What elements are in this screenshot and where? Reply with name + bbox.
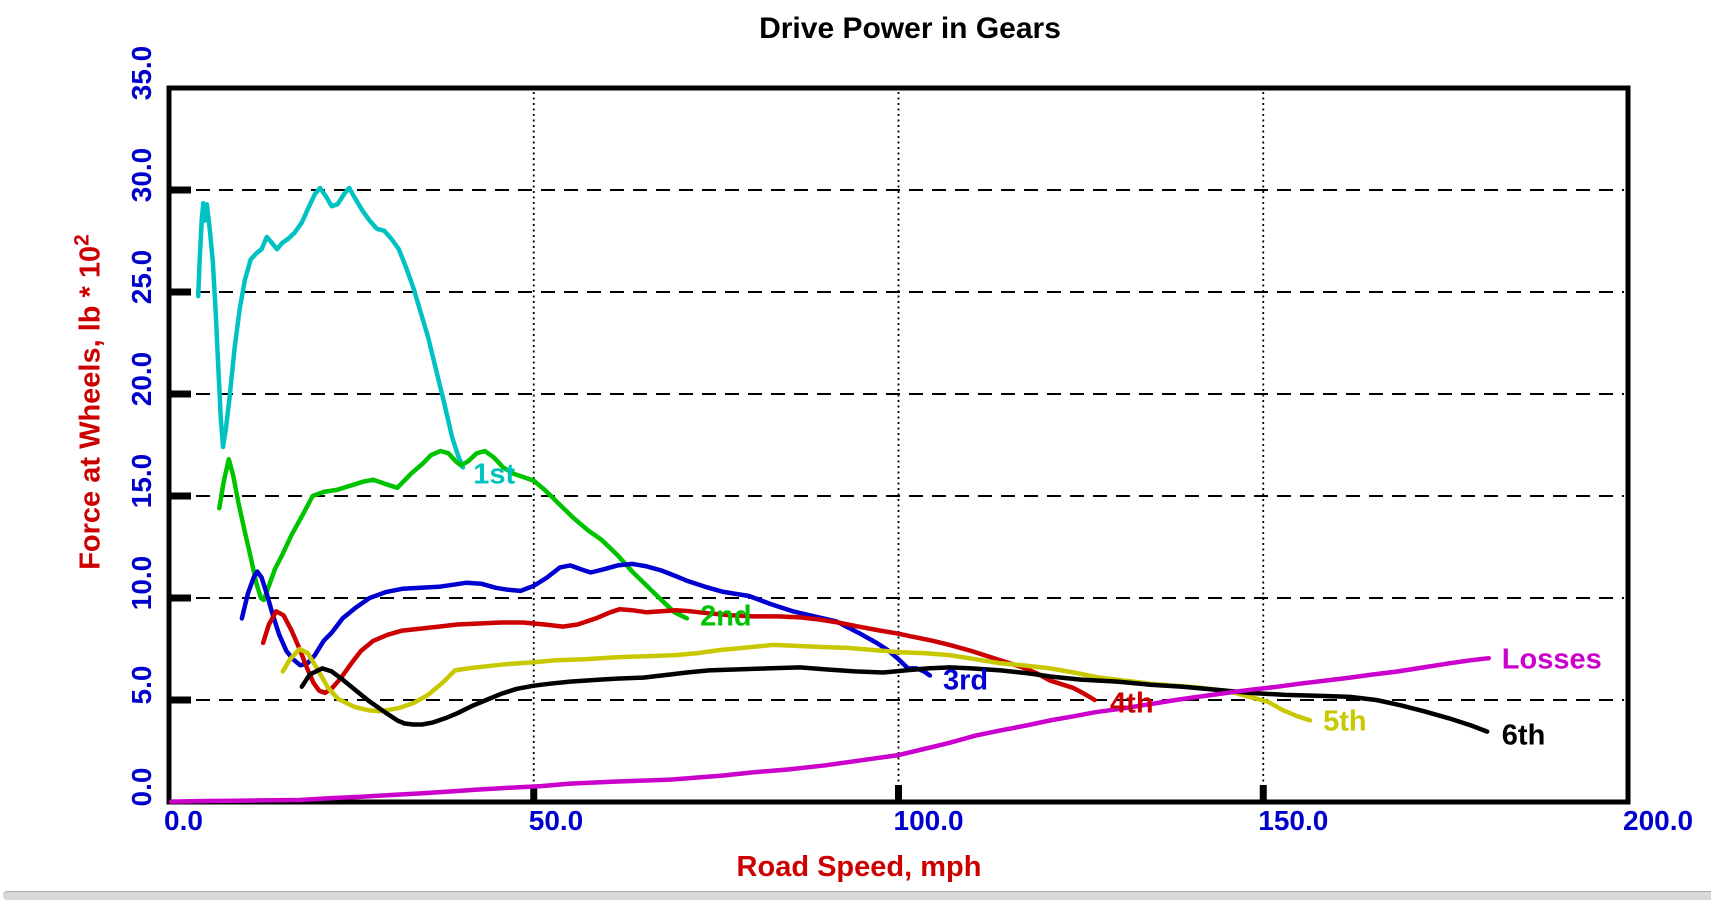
series-line-1st	[195, 185, 466, 470]
y-axis-title-exponent: 2	[70, 234, 94, 246]
plot-border	[166, 85, 1631, 805]
chart-title: Drive Power in Gears	[759, 12, 1061, 45]
series-line-5th	[280, 642, 1313, 723]
series-line-3rd	[239, 561, 933, 678]
x-axis-title: Road Speed, mph	[736, 851, 982, 883]
series-line-Losses	[168, 655, 1491, 804]
series-line-4th	[260, 606, 1097, 703]
horizontal-scrollbar[interactable]	[3, 891, 1711, 900]
y-axis-title: Force at Wheels, lb * 102	[71, 234, 108, 570]
y-axis-title-text: Force at Wheels, lb * 10	[74, 245, 107, 570]
series-line-2nd	[217, 448, 690, 621]
